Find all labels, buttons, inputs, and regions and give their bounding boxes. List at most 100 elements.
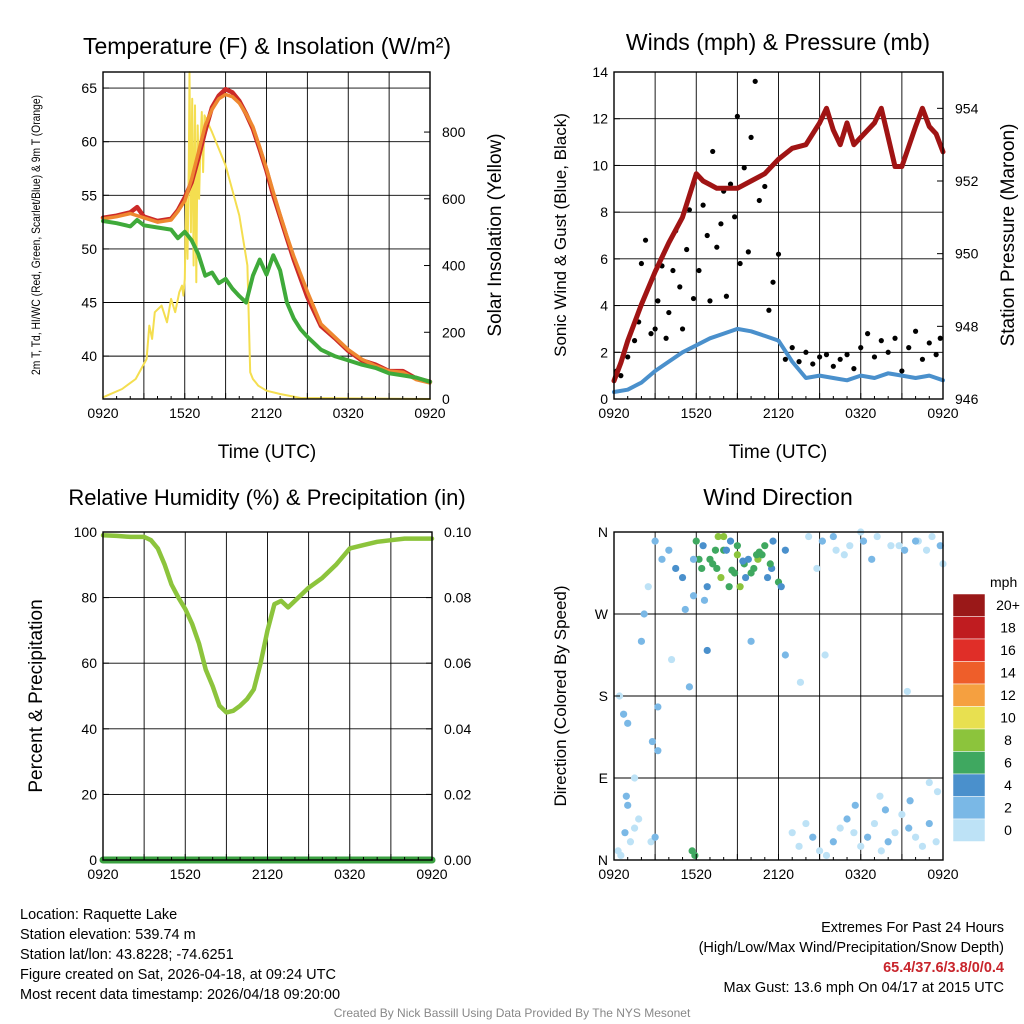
wind-y-tick-label: 8 [600, 204, 608, 220]
temp-series-line [101, 218, 432, 384]
gust-point [817, 354, 823, 360]
gust-point [700, 202, 706, 208]
rh-xtick-label: 2120 [252, 866, 283, 882]
temp-grid [103, 72, 430, 399]
temp-xtick-label: 0920 [414, 405, 445, 421]
wdir-x-ticks: 0920 1520 2120 0320 0920 [598, 854, 959, 882]
rh-line [100, 533, 435, 715]
direction-point [816, 847, 824, 855]
wind-y-tick-label: 10 [592, 157, 608, 173]
direction-point [672, 564, 680, 573]
temp-xtick-label: 2120 [251, 405, 282, 421]
wind-y-tick-label: 14 [592, 64, 608, 80]
rh-y2-ticks: 0.00 0.02 0.04 0.06 0.08 0.10 [426, 524, 471, 868]
direction-point [870, 819, 879, 828]
gust-point [775, 251, 782, 257]
direction-point [714, 532, 722, 541]
direction-point [698, 564, 706, 573]
direction-point [911, 833, 920, 841]
direction-point [805, 532, 813, 541]
station-info: Location: Raquette Lake Station elevatio… [20, 905, 340, 1005]
temp-xtick-label: 0920 [87, 405, 118, 421]
direction-point [619, 710, 628, 718]
gust-point [756, 197, 762, 204]
legend-swatch [952, 706, 986, 730]
wdir-xtick-label: 1520 [681, 866, 712, 882]
direction-point [654, 747, 662, 755]
gust-point [618, 373, 624, 379]
winds-panel: Winds (mph) & Pressure (mb) 0920 1520 2120… [551, 29, 1019, 463]
temp-y-tick-label: 55 [81, 187, 97, 203]
temp-y2-tick-label: 800 [442, 124, 466, 140]
wdir-marks [614, 528, 947, 860]
gust-point [878, 338, 884, 344]
direction-point [918, 842, 927, 850]
direction-point [850, 829, 858, 837]
wind-y-tick-label: 12 [592, 111, 608, 127]
direction-point [692, 537, 700, 545]
direction-point [744, 555, 752, 563]
extremes-title: Extremes For Past 24 Hours [821, 920, 1004, 936]
direction-point [840, 551, 848, 559]
direction-point [936, 542, 944, 550]
temp-xtick-label: 0320 [333, 405, 364, 421]
temp-lines [100, 86, 433, 385]
rh-ylabel: Percent & Precipitation [26, 599, 47, 792]
direction-point [868, 555, 876, 563]
wdir-ylabel: Direction (Colored By Speed) [551, 585, 570, 806]
temp-y2-tick-label: 0 [442, 391, 450, 407]
direction-point [763, 573, 772, 582]
gust-point [684, 246, 690, 253]
rh-y-tick-label: 20 [81, 786, 97, 802]
wdir-y-tick-label: N [598, 524, 608, 540]
direction-point [695, 555, 703, 563]
gust-point [642, 237, 649, 243]
gust-point [652, 326, 658, 332]
legend-swatch [952, 751, 986, 775]
direction-point [846, 542, 854, 550]
direction-point [681, 605, 689, 614]
direction-point [630, 824, 639, 832]
extremes-subtitle: (High/Low/Max Wind/Precipitation/Snow De… [698, 940, 1004, 956]
humidity-panel: Relative Humidity (%) & Precipitation (i… [26, 485, 471, 882]
gust-point [892, 335, 898, 341]
wind-y2-tick-label: 954 [955, 100, 979, 116]
legend-swatch [952, 661, 986, 685]
direction-point [898, 810, 906, 819]
direction-point [822, 851, 831, 860]
legend-label: 2 [1004, 800, 1012, 816]
wdir-y-tick-label: E [599, 770, 608, 786]
gust-point [851, 366, 857, 372]
direction-point [685, 683, 693, 691]
gust-point [937, 335, 943, 341]
direction-point [781, 546, 789, 554]
legend-label: 20+ [996, 597, 1020, 613]
direction-point [809, 833, 817, 841]
direction-point [843, 815, 851, 823]
legend-label: 6 [1004, 755, 1012, 771]
gust-point [858, 345, 864, 351]
gust-point [677, 284, 683, 290]
temp-x-ticks: 0920 1520 2120 0320 0920 [87, 393, 446, 421]
direction-point [667, 655, 676, 664]
direction-point [689, 555, 698, 563]
rh-x-ticks: 0920 1520 2120 0320 0920 [87, 854, 448, 882]
direction-point [813, 564, 821, 573]
gust-point [748, 134, 754, 140]
gust-point [732, 214, 738, 220]
legend-label: 12 [1000, 687, 1016, 703]
direction-point [887, 542, 895, 550]
rh-y-ticks: 0 20 40 60 80 100 [74, 524, 109, 868]
gust-point [865, 331, 871, 337]
rh-y-tick-label: 60 [81, 655, 97, 671]
direction-point [881, 806, 890, 814]
wind-xtick-label: 0320 [845, 405, 876, 421]
solar-layer [102, 71, 431, 400]
gust-point [766, 307, 772, 313]
direction-point [699, 542, 707, 550]
wind-title: Winds (mph) & Pressure (mb) [626, 29, 930, 55]
direction-point [622, 792, 630, 800]
direction-point [658, 555, 666, 563]
wdir-y-tick-label: S [599, 688, 608, 704]
speed-legend: mph 20+ 18 16 14 12 10 8 6 4 2 0 [952, 574, 1020, 842]
